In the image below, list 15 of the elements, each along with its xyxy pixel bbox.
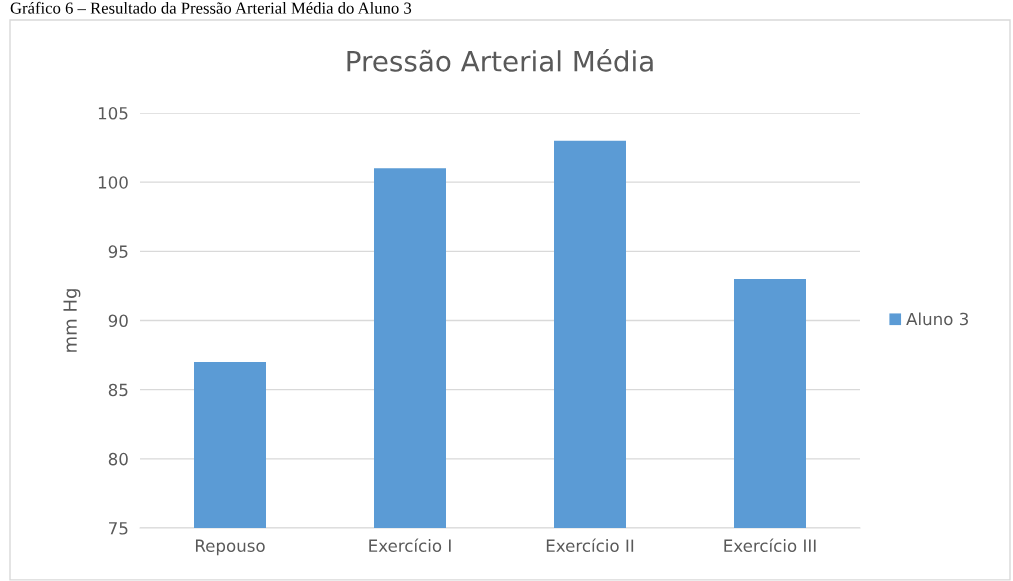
y-axis-title: mm Hg bbox=[63, 289, 81, 352]
chart-title: Pressão Arterial Média bbox=[347, 49, 653, 72]
legend-label: Aluno 3 bbox=[906, 312, 968, 326]
x-tick-label: Exercício II bbox=[546, 538, 634, 553]
y-tick-label: 90 bbox=[108, 314, 128, 328]
text: Gráfico 6 – Resultado da Pressão Arterial Média do Aluno 3 bbox=[10, 1, 412, 14]
y-tick-label: 80 bbox=[108, 452, 128, 466]
x-tick-label: Repouso bbox=[195, 539, 265, 556]
y-tick-label: 105 bbox=[98, 106, 128, 120]
y-tick-label: 75 bbox=[109, 522, 128, 535]
x-tick-label: Exercício I bbox=[369, 538, 451, 553]
y-tick-label: 100 bbox=[98, 176, 128, 189]
x-tick-label: Exercício III bbox=[724, 538, 816, 553]
y-tick-label: 95 bbox=[108, 245, 128, 258]
y-tick-label: 85 bbox=[108, 383, 128, 397]
